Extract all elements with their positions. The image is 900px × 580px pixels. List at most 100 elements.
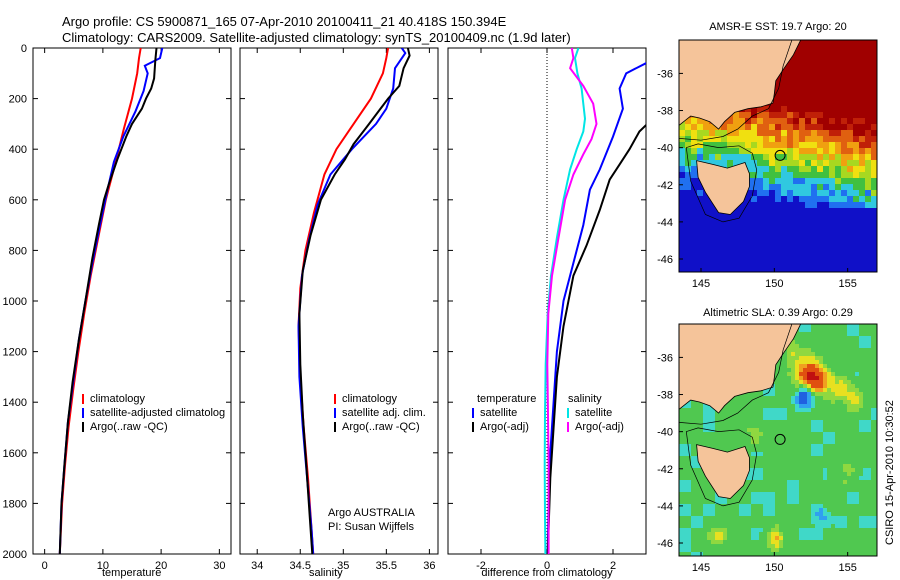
map-cell <box>859 432 864 437</box>
map-cell <box>699 488 704 493</box>
map-cell <box>715 548 720 553</box>
map-cell <box>699 496 704 501</box>
map-cell <box>811 348 816 353</box>
map-cell <box>687 440 692 445</box>
map-cell <box>783 392 788 397</box>
map-cell <box>807 552 812 556</box>
map-cell <box>867 344 872 349</box>
map-cell <box>795 384 800 389</box>
map-cell <box>855 544 860 549</box>
map-cell <box>757 106 764 113</box>
map-cell <box>859 250 866 257</box>
map-cell <box>829 178 836 185</box>
map-cell <box>751 448 756 453</box>
map-cell <box>779 416 784 421</box>
map-cell <box>775 468 780 473</box>
map-cell <box>727 268 734 272</box>
map-cell <box>823 214 830 221</box>
map-cell <box>835 456 840 461</box>
map-cell <box>807 356 812 361</box>
map-cell <box>831 484 836 489</box>
map-cell <box>721 214 728 221</box>
map-cell <box>775 388 780 393</box>
map-cell <box>799 262 806 269</box>
map-cell <box>787 196 794 203</box>
map-cell <box>871 516 876 521</box>
map-cell <box>711 536 716 541</box>
map-cell <box>699 492 704 497</box>
map-cell <box>827 524 832 529</box>
map-cell <box>807 488 812 493</box>
map-cell <box>803 404 808 409</box>
map-cell <box>851 388 856 393</box>
map-cell <box>799 250 806 257</box>
map-cell <box>815 468 820 473</box>
map-cell <box>787 416 792 421</box>
map-cell <box>695 424 700 429</box>
map-cell <box>811 496 816 501</box>
map-cell <box>799 106 806 113</box>
map-cell <box>871 548 876 553</box>
map-cell <box>751 552 756 556</box>
map-cell <box>841 70 848 77</box>
map-cell <box>799 492 804 497</box>
map-cell <box>751 408 756 413</box>
map-cell <box>865 112 872 119</box>
map-cell <box>695 420 700 425</box>
map-cell <box>847 190 854 197</box>
map-cell <box>775 436 780 441</box>
map-cell <box>775 444 780 449</box>
map-cell <box>747 512 752 517</box>
map-cell <box>843 484 848 489</box>
map-cell <box>757 226 764 233</box>
map-cell <box>775 238 782 245</box>
map-cell <box>755 468 760 473</box>
map-cell <box>767 480 772 485</box>
map-cell <box>791 400 796 405</box>
map-cell <box>715 424 720 429</box>
map-cell <box>735 400 740 405</box>
map-cell <box>847 420 852 425</box>
map-cell <box>855 348 860 353</box>
map-cell <box>865 184 872 191</box>
map-cell <box>793 94 800 101</box>
map-cell <box>827 496 832 501</box>
map-cell <box>751 496 756 501</box>
map-cell <box>787 504 792 509</box>
map-cell <box>853 226 860 233</box>
map-cell <box>817 238 824 245</box>
map-cell <box>863 392 868 397</box>
map-cell <box>687 480 692 485</box>
map-cell <box>735 440 740 445</box>
map-cell <box>863 340 868 345</box>
map-cell <box>781 106 788 113</box>
map-cell <box>795 456 800 461</box>
map-cell <box>811 488 816 493</box>
map-cell <box>727 404 732 409</box>
map-cell <box>811 456 816 461</box>
map-cell <box>799 100 806 107</box>
map-cell <box>851 340 856 345</box>
map-cell <box>811 432 816 437</box>
sst-map-axes: 145 150 155-36-38-40-42-44-46 <box>657 68 857 290</box>
map-cell <box>803 412 808 417</box>
map-cell <box>691 136 698 143</box>
map-cell <box>847 376 852 381</box>
map-cell <box>751 416 756 421</box>
map-cell <box>805 268 812 272</box>
map-cell <box>733 232 740 239</box>
diff-legend-label: Argo(-adj) <box>480 421 529 433</box>
map-cell <box>839 524 844 529</box>
map-cell <box>679 130 686 137</box>
map-cell <box>787 496 792 501</box>
map-cell <box>783 384 788 389</box>
map-cell <box>763 444 768 449</box>
map-cell <box>859 52 866 59</box>
map-cell <box>851 464 856 469</box>
map-cell <box>859 88 866 95</box>
map-cell <box>859 348 864 353</box>
map-cell <box>763 408 768 413</box>
map-cell <box>855 332 860 337</box>
map-cell <box>715 214 722 221</box>
map-ytick-label: -44 <box>657 501 673 513</box>
